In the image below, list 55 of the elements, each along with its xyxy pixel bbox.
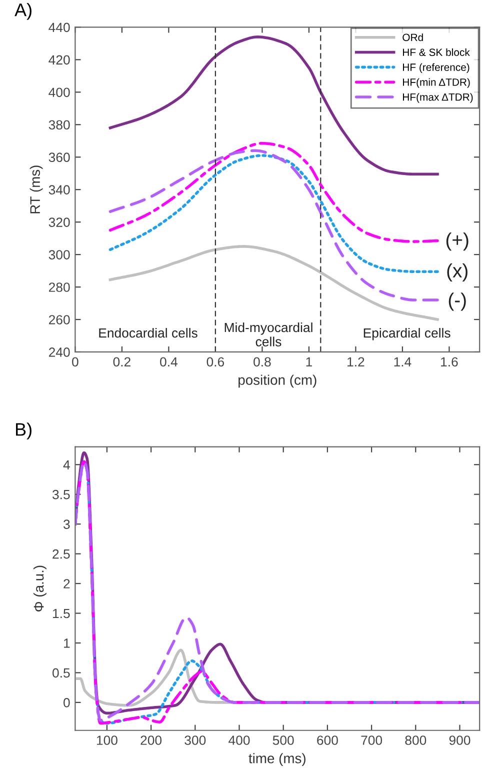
y-tick-label: 1.5 [52,608,70,618]
y-tick-label: 420 [48,55,70,65]
legend-label: HF (reference) [403,63,470,73]
legend-label: HF(max ΔTDR) [403,93,473,103]
y-tick-label: 300 [48,250,70,260]
y-tick-label: 320 [48,218,70,227]
y-tick-label: 400 [48,88,70,98]
x-tick-label: 100 [96,736,118,745]
y-tick-label: 4 [63,460,70,470]
legend-label: ORd [402,33,423,42]
y-tick-label: 280 [48,282,70,292]
chart-title: A) [14,3,32,20]
x-tick-label: 0 [72,357,78,367]
y-axis-title: Φ (a.u.) [33,566,46,612]
y-axis-title: RT (ms) [30,166,43,214]
x-tick-label: 0.4 [160,357,178,367]
x-tick-label: 900 [449,736,470,745]
x-tick-label: 500 [272,736,294,745]
y-tick-label: 240 [48,348,70,357]
y-tick-label: 1 [64,638,70,648]
x-tick-label: 1.6 [441,357,458,367]
legend-label: HF(min ΔTDR) [403,78,470,88]
x-tick-label: 300 [184,736,206,745]
y-tick-label: 260 [48,315,70,324]
y-tick-label: 3 [63,520,70,529]
x-tick-label: 0.2 [113,357,130,367]
y-tick-label: 380 [48,120,70,130]
y-tick-label: 440 [48,22,70,32]
annotation: Endocardial cells [99,328,198,338]
legend-label: HF & SK block [403,48,470,56]
y-tick-label: 0.5 [52,668,70,678]
x-tick-label: 700 [361,736,382,745]
x-axis-title: position (cm) [238,374,316,388]
y-tick-label: 360 [48,152,70,162]
x-tick-label: 400 [228,736,250,745]
x-tick-label: 1.2 [348,357,364,366]
x-tick-label: 800 [405,736,426,745]
chart-title: B) [16,422,32,440]
x-tick-label: 1 [306,357,312,366]
y-tick-label: 2.5 [52,549,70,559]
x-axis-title: time (ms) [248,753,306,766]
x-tick-label: 0.6 [206,357,224,367]
x-tick-label: 1.4 [394,357,412,366]
annotation: (-) [448,292,466,311]
x-tick-label: 0.8 [254,357,271,367]
y-tick-label: 2 [64,579,70,588]
x-tick-label: 200 [140,736,162,745]
annotation: (+) [446,232,468,251]
annotation: (x) [447,263,468,282]
annotation: Mid-myocardial cells [224,322,312,346]
y-tick-label: 3.5 [52,490,70,500]
y-tick-label: 340 [48,185,70,194]
annotation: Epicardial cells [364,328,450,340]
y-tick-label: 0 [64,698,70,708]
x-tick-label: 600 [317,736,338,745]
